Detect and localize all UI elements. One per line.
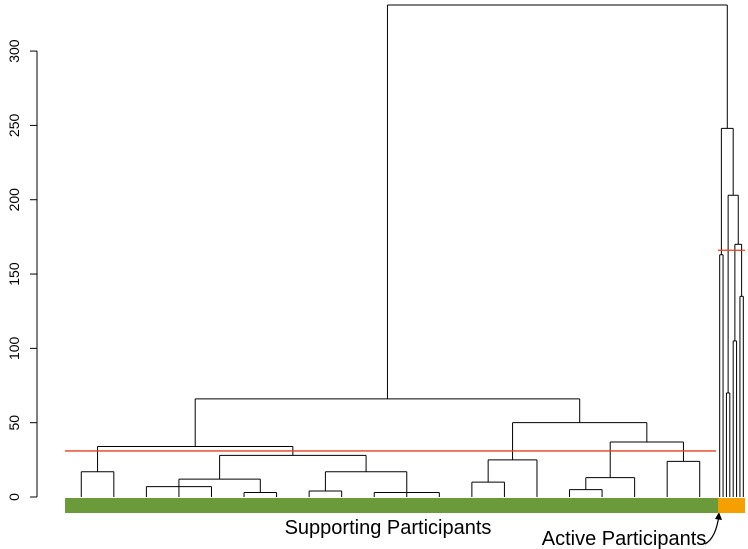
group-label: Active Participants — [542, 528, 707, 549]
y-tick-label: 150 — [6, 262, 22, 286]
y-tick-label: 100 — [6, 336, 22, 360]
arrow-head — [715, 512, 722, 520]
group-bar — [718, 498, 745, 513]
y-tick-label: 250 — [6, 114, 22, 138]
y-tick-label: 50 — [6, 415, 22, 431]
y-tick-label: 300 — [6, 39, 22, 63]
group-label: Supporting Participants — [285, 517, 492, 539]
group-bar — [65, 498, 718, 513]
y-tick-label: 0 — [6, 493, 22, 501]
annotation-arrow — [704, 514, 720, 545]
y-tick-label: 200 — [6, 188, 22, 212]
